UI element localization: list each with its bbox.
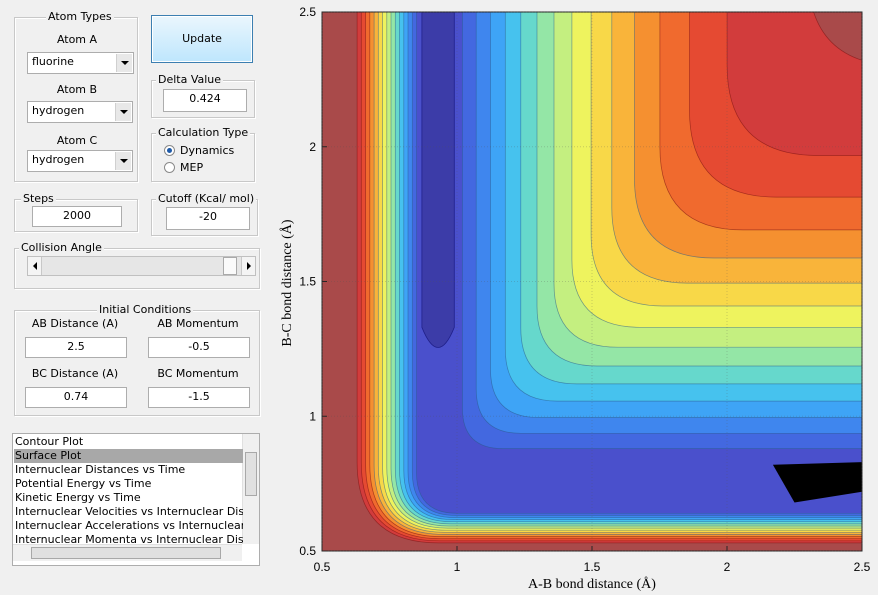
field-label: AB Momentum [157,317,239,330]
radio-option[interactable]: Dynamics [164,144,234,158]
y-tick-label: 0.5 [299,544,316,558]
contour-level [403,12,862,520]
radio-option[interactable]: MEP [164,161,203,175]
group-title: Collision Angle [19,241,104,254]
radio-label: Dynamics [180,144,235,157]
group-title: Cutoff (Kcal/ mol) [156,192,257,205]
update-button[interactable]: Update [151,15,253,63]
dropdown-value: hydrogen [32,104,85,117]
contour-area [322,12,862,551]
group-title: Atom Types [46,10,114,23]
atom-dropdown[interactable]: hydrogen [27,101,133,123]
x-tick-label: 1.5 [584,560,601,574]
radio-dot[interactable] [164,145,175,156]
x-tick-label: 2.5 [854,560,871,574]
arrow-glyph [247,262,251,270]
initial-condition-field[interactable]: 2.5 [25,337,127,358]
atom-label: Atom A [56,33,98,46]
atom-label: Atom B [56,83,98,96]
horizontal-scrollbar[interactable] [13,544,242,561]
atom-dropdown[interactable]: fluorine [27,52,134,74]
slider-left-arrow[interactable] [28,257,42,275]
group-title: Calculation Type [156,126,251,139]
y-tick-label: 2 [309,140,316,154]
scroll-thumb[interactable] [31,547,221,559]
group-title: Steps [21,192,56,205]
plot-type-list[interactable]: Contour Plot Surface Plot Internuclear Dis… [12,433,260,566]
x-tick-label: 2 [724,560,731,574]
slider-right-arrow[interactable] [241,257,255,275]
y-tick-label: 1 [309,409,316,423]
field-label: BC Momentum [157,367,239,380]
y-axis-label: B-C bond distance (Å) [279,219,295,346]
arrow-glyph [33,262,37,270]
trajectory [772,462,862,503]
list-item[interactable]: Internuclear Momenta vs Internuclear Dis… [15,533,243,546]
dropdown-value: hydrogen [32,153,85,166]
arrow-icon [247,262,251,270]
list-item[interactable]: Contour Plot [15,435,84,448]
list-item[interactable]: Internuclear Accelerations vs Internucle… [15,519,243,532]
group-title: Delta Value [156,73,224,86]
atom-dropdown[interactable]: hydrogen [27,150,133,172]
list-item[interactable]: Internuclear Distances vs Time [15,463,186,476]
arrow-icon [33,262,37,270]
radio-label: MEP [180,161,204,174]
list-item[interactable]: Internuclear Velocities vs Internuclear … [15,505,243,518]
contour-level [416,12,862,514]
dropdown-arrow[interactable] [115,103,131,121]
field-label: BC Distance (A) [31,367,119,380]
collision-angle-slider[interactable] [27,256,256,276]
slider-thumb[interactable] [223,257,237,275]
contour-level [421,12,455,348]
x-tick-label: 0.5 [314,560,331,574]
y-tick-label: 1.5 [299,275,316,289]
atom-label: Atom C [56,134,98,147]
field-label: AB Distance (A) [31,317,119,330]
x-axis-label: A-B bond distance (Å) [528,576,656,592]
delta-value-field[interactable]: 0.424 [163,89,247,112]
vertical-scrollbar[interactable] [242,434,259,544]
axes: 0.5 1 1.5 2 2.5 0.5 1 1.5 2 2.5 [299,5,870,574]
steps-group [14,199,138,232]
scroll-thumb[interactable] [245,452,257,496]
steps-field[interactable]: 2000 [32,206,122,227]
y-tick-label: 2.5 [299,5,316,19]
initial-condition-field[interactable]: 0.74 [25,387,127,408]
dropdown-arrow[interactable] [116,54,132,72]
radio-dot[interactable] [164,162,175,173]
dropdown-value: fluorine [32,55,74,68]
initial-condition-field[interactable]: -0.5 [148,337,250,358]
collision-angle-group [14,248,260,289]
list-item[interactable]: Surface Plot [14,449,243,463]
list-item[interactable]: Kinetic Energy vs Time [15,491,141,504]
dropdown-arrow[interactable] [115,152,131,170]
x-tick-label: 1 [454,560,461,574]
list-item[interactable]: Potential Energy vs Time [15,477,152,490]
cutoff-field[interactable]: -20 [166,207,250,230]
group-title: Initial Conditions [97,303,194,316]
initial-condition-field[interactable]: -1.5 [148,387,250,408]
